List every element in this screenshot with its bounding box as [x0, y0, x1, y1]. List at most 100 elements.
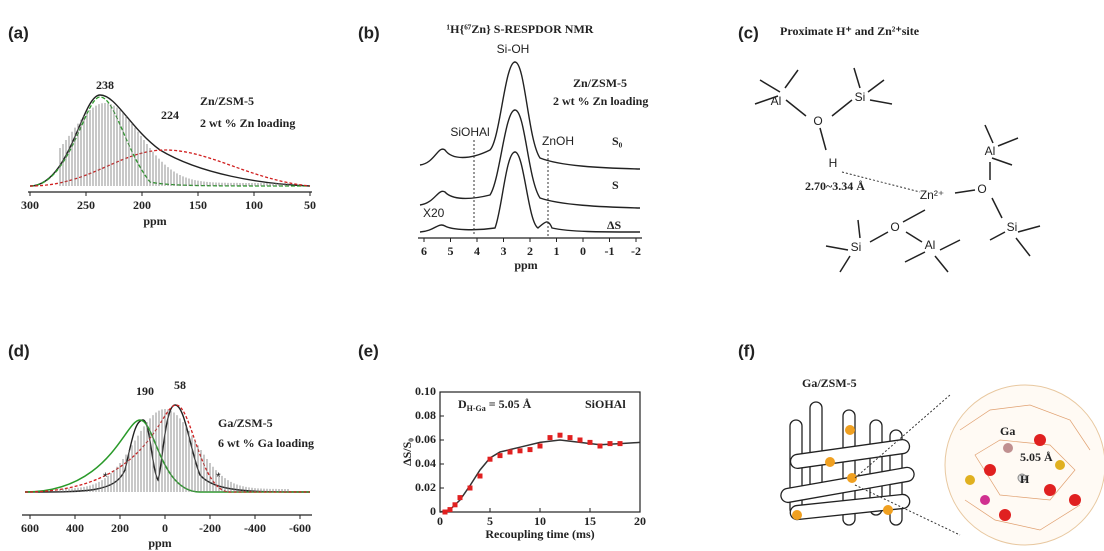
spectrum-s [419, 109, 641, 209]
y-tick-label: 0.06 [415, 432, 436, 446]
sidebands [59, 103, 289, 186]
peak-label: ZnOH [542, 134, 574, 148]
distance-label: 2.70~3.34 Å [805, 179, 865, 193]
x-tick-label: -2 [631, 244, 641, 258]
panel-label: (d) [8, 341, 30, 360]
component-red [29, 149, 311, 187]
x-tick-label: -200 [199, 521, 221, 535]
data-point [487, 456, 493, 462]
y-axis-label: ΔS/S₀ [400, 438, 414, 466]
data-point [442, 509, 448, 515]
x-tick-label: 100 [245, 198, 263, 212]
component-red [24, 404, 310, 493]
peak-label: 58 [174, 378, 186, 392]
sample-label: Zn/ZSM-5 [573, 76, 627, 90]
x-tick-label: 0 [580, 244, 586, 258]
zoom-line [854, 484, 961, 536]
panel-label: (a) [8, 23, 29, 42]
sidebands [59, 409, 289, 492]
zoom-circle [944, 384, 1104, 546]
x-tick-label: 300 [21, 198, 39, 212]
x-tick-label: 5 [448, 244, 454, 258]
peak-label: SiOHAl [450, 125, 489, 139]
ga-sites [792, 425, 893, 520]
h-bond [841, 171, 921, 193]
x-tick-label: 200 [133, 198, 151, 212]
x-tick-label: 3 [501, 244, 507, 258]
annotation: DH-Ga = 5.05 Å [458, 397, 532, 413]
data-point [557, 432, 563, 438]
y-tick-label: 0.08 [415, 408, 436, 422]
data-point [457, 495, 463, 501]
x-axis-label: ppm [514, 258, 537, 272]
distance-label: 5.05 Å [1020, 450, 1053, 464]
atom-label: Si [855, 90, 866, 104]
plot: 0 0.02 0.04 0.06 0.08 0.10 0 5 10 15 20 [415, 384, 646, 528]
x-axis-label: ppm [143, 214, 166, 228]
component-green [29, 96, 311, 187]
data-point [477, 473, 483, 479]
framework-sketch [780, 401, 915, 526]
atom-label: O [890, 220, 899, 234]
trace-label: S [612, 178, 619, 192]
x-tick-label: -600 [289, 521, 311, 535]
atom-label: Al [771, 94, 782, 108]
x-tick-label: 1 [554, 244, 560, 258]
data-point [467, 485, 473, 491]
data-point [517, 448, 523, 454]
atom-label: Al [925, 238, 936, 252]
component-green [24, 419, 310, 493]
atoms: Al O Si H Zn²⁺ O Al Si O Si Al [771, 90, 1018, 254]
data-point [577, 437, 583, 443]
spinning-sideband: * [103, 470, 108, 484]
atom-label: O [813, 114, 822, 128]
x-tick-label: 400 [66, 521, 84, 535]
panel-title: Ga/ZSM-5 [802, 376, 857, 390]
spinning-sideband: * [216, 470, 221, 484]
peak-label: 190 [136, 384, 154, 398]
x-tick-label: 5 [487, 514, 493, 528]
atom-label: H [1020, 472, 1030, 486]
panel-title: Proximate H⁺ and Zn²⁺site [780, 24, 920, 38]
x-tick-label: 2 [527, 244, 533, 258]
x-tick-label: 150 [189, 198, 207, 212]
loading-label: 2 wt % Zn loading [200, 116, 295, 130]
zoom-line [854, 394, 951, 479]
data-point [567, 435, 573, 441]
data-point [597, 443, 603, 449]
data-point [452, 502, 458, 508]
atom-label: Al [985, 144, 996, 158]
panel-label: (f) [738, 341, 755, 360]
atom-label: Si [851, 240, 862, 254]
scale-label: X20 [423, 206, 445, 220]
trace-label: S₀ [612, 134, 623, 148]
x-axis-label: Recoupling time (ms) [485, 527, 594, 541]
spectrum-fit [29, 94, 311, 187]
panel-label: (b) [358, 23, 380, 42]
data-point [547, 435, 553, 441]
trace-label: ΔS [607, 218, 622, 232]
x-tick-label: 600 [21, 521, 39, 535]
x-tick-label: 10 [534, 514, 546, 528]
atom-label: Zn²⁺ [920, 188, 944, 202]
peak-label: 238 [96, 78, 114, 92]
atom-label: Ga [1000, 424, 1015, 438]
atom-balls [965, 434, 1081, 521]
annotation-rest: = 5.05 Å [486, 397, 532, 411]
y-tick-label: 0 [430, 504, 436, 518]
x-tick-label: -1 [605, 244, 615, 258]
x-tick-label: 0 [162, 521, 168, 535]
site-label: SiOHAl [585, 397, 626, 411]
x-tick-label: 0 [437, 514, 443, 528]
fit-line [439, 439, 641, 513]
x-tick-label: -400 [244, 521, 266, 535]
peak-label: Si-OH [497, 42, 530, 56]
x-tick-label: 4 [474, 244, 480, 258]
y-tick-label: 0.04 [415, 456, 436, 470]
spectrum-ds [419, 151, 641, 233]
y-tick-label: 0.02 [415, 480, 436, 494]
sample-label: Zn/ZSM-5 [200, 94, 254, 108]
peak-label: 224 [161, 108, 179, 122]
